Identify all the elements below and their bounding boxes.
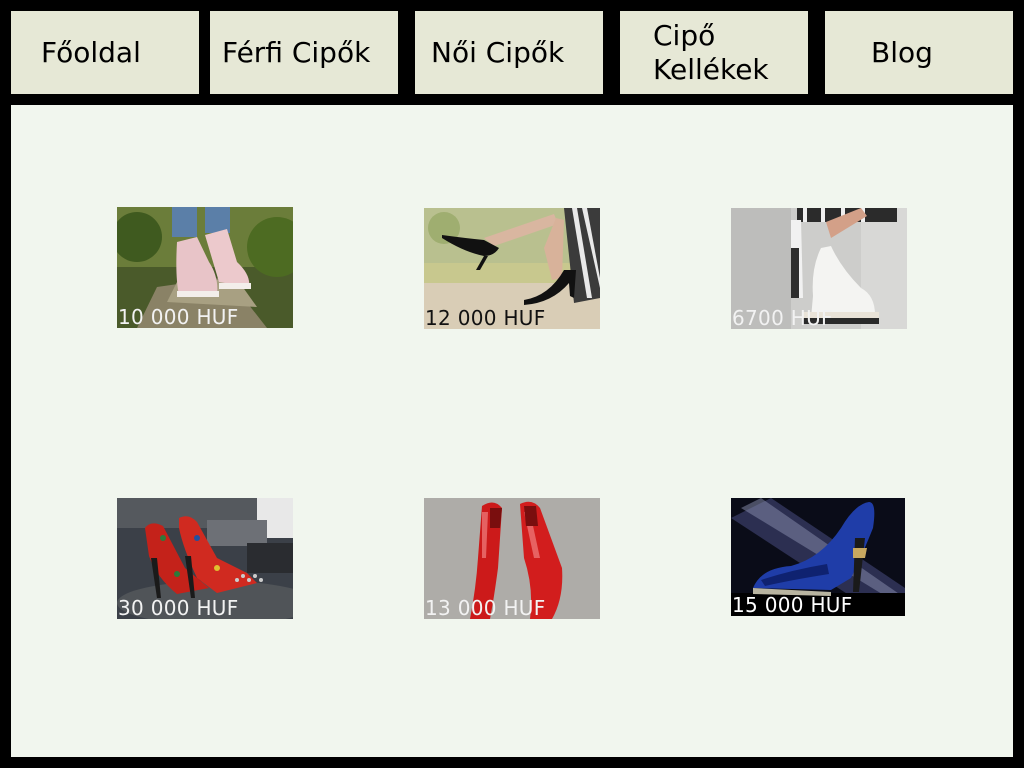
product-price: 30 000 HUF [118,597,239,619]
product-price: 10 000 HUF [118,306,239,328]
nav-item-label: Női Cipők [431,36,564,70]
nav-item-mens-shoes[interactable]: Férfi Cipők [210,11,398,94]
nav-item-womens-shoes[interactable]: Női Cipők [415,11,603,94]
product-grid [11,105,1013,757]
product-price: 15 000 HUF [732,594,853,616]
nav-item-blog[interactable]: Blog [825,11,1013,94]
product-price: 13 000 HUF [425,597,546,619]
nav-item-shoe-accessories[interactable]: Cipő Kellékek [620,11,808,94]
product-card-red-studded-sandals[interactable]: 30 000 HUF [117,498,293,619]
product-card-black-heels[interactable]: 12 000 HUF [424,208,600,329]
product-price: 6700 HUF [732,307,833,329]
nav-item-label: Férfi Cipők [222,36,370,70]
nav-item-home[interactable]: Főoldal [11,11,199,94]
product-card-pink-sneakers[interactable]: 10 000 HUF [117,207,293,328]
nav-item-label: Főoldal [41,36,141,70]
product-card-blue-heel[interactable]: 15 000 HUF [731,498,905,616]
nav-item-label: Blog [871,36,933,70]
product-card-white-platform-shoes[interactable]: 6700 HUF [731,208,907,329]
product-card-red-patent-heels[interactable]: 13 000 HUF [424,498,600,619]
product-price: 12 000 HUF [425,307,546,329]
nav-item-label: Cipő Kellékek [653,19,788,87]
